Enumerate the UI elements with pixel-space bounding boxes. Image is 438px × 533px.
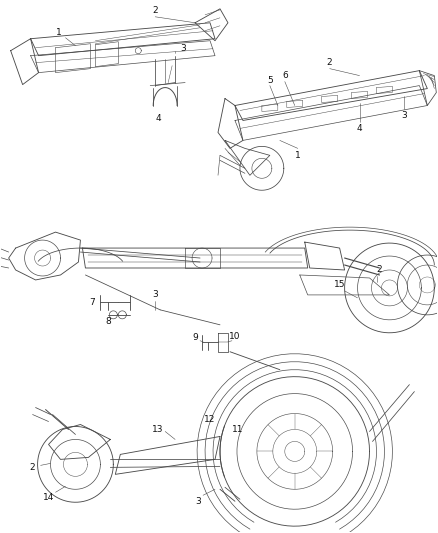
Text: 2: 2 xyxy=(377,265,382,274)
Text: 13: 13 xyxy=(152,425,164,434)
Text: 12: 12 xyxy=(205,415,216,424)
Text: 7: 7 xyxy=(89,298,95,308)
Text: 4: 4 xyxy=(357,124,362,133)
Text: 1: 1 xyxy=(56,28,61,37)
Text: 4: 4 xyxy=(155,114,161,123)
Text: 15: 15 xyxy=(334,280,346,289)
Text: 2: 2 xyxy=(30,463,35,472)
Text: 3: 3 xyxy=(180,44,186,53)
Text: 2: 2 xyxy=(327,58,332,67)
Text: 5: 5 xyxy=(267,76,273,85)
Text: 10: 10 xyxy=(229,332,241,341)
Text: 3: 3 xyxy=(152,290,158,300)
Text: 8: 8 xyxy=(106,317,111,326)
Text: 1: 1 xyxy=(295,151,300,160)
Text: 9: 9 xyxy=(192,333,198,342)
Text: 3: 3 xyxy=(195,497,201,506)
Text: 2: 2 xyxy=(152,6,158,15)
Text: 6: 6 xyxy=(282,71,288,80)
Text: 14: 14 xyxy=(43,493,54,502)
Text: 3: 3 xyxy=(402,111,407,120)
Text: 11: 11 xyxy=(232,425,244,434)
